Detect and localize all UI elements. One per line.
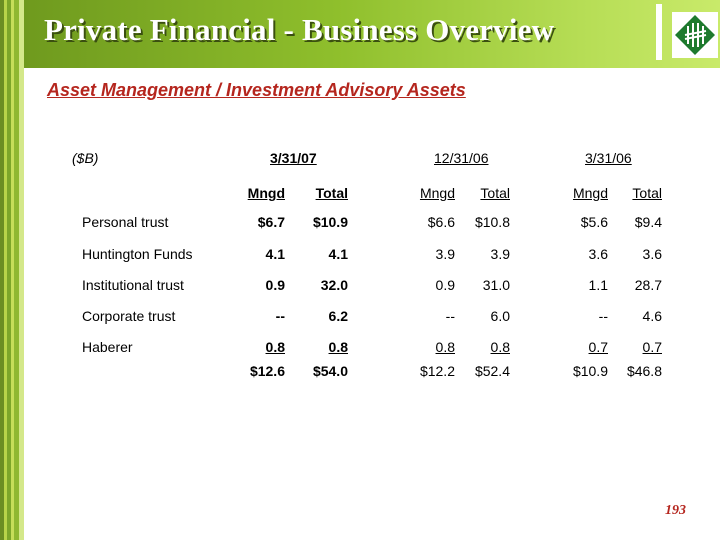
table-cell: $6.6 <box>427 214 455 230</box>
page-title: Private Financial - Business Overview <box>44 12 555 47</box>
total-cell: $12.2 <box>419 363 455 379</box>
title-band <box>24 0 720 68</box>
table-cell: 0.8 <box>265 339 285 355</box>
col-header-mngd-2: Mngd <box>419 185 455 201</box>
table-cell: $10.8 <box>474 214 510 230</box>
total-cell: $54.0 <box>312 363 348 379</box>
period-header-3: 3/31/06 <box>585 150 632 166</box>
table-cell: $5.6 <box>580 214 608 230</box>
table-cell: -- <box>598 308 608 324</box>
table-cell: 0.8 <box>490 339 510 355</box>
title-divider <box>656 4 662 60</box>
col-header-total-1: Total <box>315 185 348 201</box>
table-cell: 0.7 <box>642 339 662 355</box>
period-header-1: 3/31/07 <box>270 150 317 166</box>
decorative-side-stripes <box>0 0 24 540</box>
row-label: Huntington Funds <box>82 246 193 262</box>
table-cell: 6.2 <box>328 308 348 324</box>
table-cell: 4.6 <box>642 308 662 324</box>
table-cell: 4.1 <box>265 246 285 262</box>
row-label: Corporate trust <box>82 308 176 324</box>
table-cell: 0.8 <box>328 339 348 355</box>
row-label: Institutional trust <box>82 277 184 293</box>
table-cell: 32.0 <box>320 277 348 293</box>
col-header-total-2: Total <box>480 185 510 201</box>
units-label: ($B) <box>72 150 99 166</box>
table-cell: 0.7 <box>588 339 608 355</box>
table-cell: $9.4 <box>634 214 662 230</box>
total-cell: $52.4 <box>474 363 510 379</box>
table-cell: 0.8 <box>435 339 455 355</box>
table-cell: 31.0 <box>482 277 510 293</box>
col-header-mngd-1: Mngd <box>247 185 285 201</box>
page-number: 193 <box>665 503 686 518</box>
total-cell: $10.9 <box>572 363 608 379</box>
table-cell: -- <box>275 308 285 324</box>
table-cell: 28.7 <box>634 277 662 293</box>
table-cell: 3.6 <box>642 246 662 262</box>
company-logo-icon <box>672 12 718 58</box>
row-label: Haberer <box>82 339 133 355</box>
section-subtitle: Asset Management / Investment Advisory A… <box>47 80 466 100</box>
col-header-mngd-3: Mngd <box>572 185 608 201</box>
table-cell: 3.9 <box>490 246 510 262</box>
table-cell: 0.9 <box>435 277 455 293</box>
table-cell: 3.6 <box>588 246 608 262</box>
total-cell: $46.8 <box>626 363 662 379</box>
period-header-2: 12/31/06 <box>434 150 489 166</box>
table-cell: 1.1 <box>588 277 608 293</box>
total-cell: $12.6 <box>249 363 285 379</box>
table-cell: 0.9 <box>265 277 285 293</box>
table-cell: 3.9 <box>435 246 455 262</box>
table-cell: $6.7 <box>257 214 285 230</box>
table-cell: -- <box>445 308 455 324</box>
table-cell: $10.9 <box>312 214 348 230</box>
table-cell: 6.0 <box>490 308 510 324</box>
row-label: Personal trust <box>82 214 169 230</box>
table-cell: 4.1 <box>328 246 348 262</box>
col-header-total-3: Total <box>632 185 662 201</box>
